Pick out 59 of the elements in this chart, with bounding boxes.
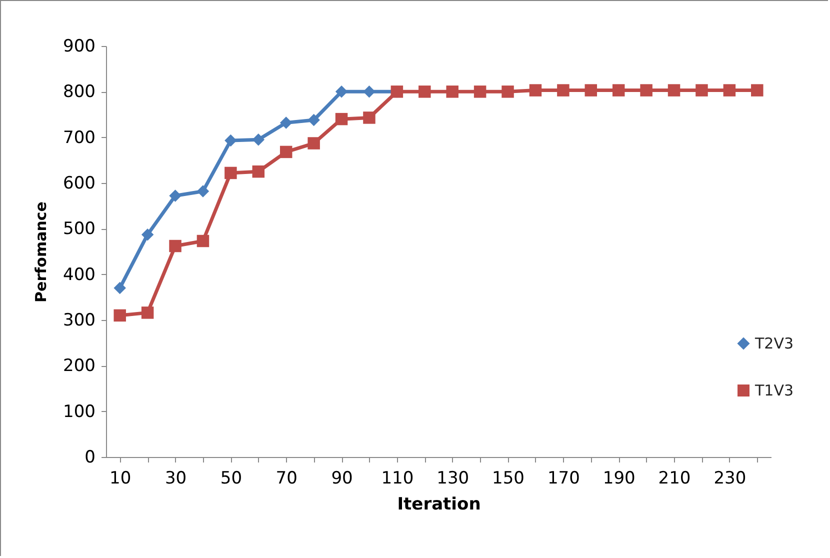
point: [529, 84, 542, 96]
point: [446, 86, 458, 98]
y-tick-label: 600: [63, 174, 96, 194]
point: [668, 84, 680, 96]
y-tick-label: 700: [63, 128, 96, 148]
x-tick-label: 130: [436, 468, 470, 488]
point: [252, 133, 265, 146]
point: [474, 86, 486, 98]
point: [335, 112, 348, 126]
point: [418, 86, 431, 98]
point: [224, 134, 237, 147]
point: [224, 166, 237, 180]
point: [196, 234, 210, 248]
y-tick-label: 500: [63, 219, 96, 240]
x-tick-label: 150: [492, 468, 524, 488]
x-tick-label: 210: [658, 468, 691, 488]
point: [280, 116, 292, 129]
point: [169, 240, 182, 252]
y-tick-label: 100: [63, 402, 96, 422]
legend-label: T1V3: [754, 382, 794, 400]
point: [723, 84, 736, 96]
point: [141, 228, 154, 241]
x-tick-label: 230: [714, 468, 746, 488]
point: [612, 84, 625, 96]
y-tick-label: 0: [84, 448, 96, 468]
x-axis-title: Iteration: [397, 494, 481, 514]
x-tick-label: 30: [164, 468, 187, 488]
point: [363, 86, 376, 98]
y-tick-label: 300: [63, 310, 96, 330]
point: [363, 112, 376, 124]
point: [640, 84, 652, 96]
point: [114, 309, 126, 322]
point: [557, 84, 570, 96]
x-tick-label: 170: [547, 468, 580, 488]
point: [308, 137, 320, 150]
point: [584, 84, 598, 96]
x-tick-label: 50: [220, 468, 242, 488]
y-tick-label: 200: [63, 356, 96, 376]
point: [751, 84, 764, 96]
y-tick-label: 900: [63, 36, 96, 56]
point: [502, 86, 514, 98]
point: [252, 165, 265, 178]
point: [196, 185, 210, 198]
y-axis-title: Perfomance: [32, 202, 50, 302]
point: [280, 146, 292, 158]
x-tick-label: 110: [381, 468, 414, 488]
point: [169, 190, 182, 202]
y-tick-label: 400: [63, 264, 96, 285]
point: [114, 282, 126, 294]
legend-label: T2V3: [754, 334, 794, 352]
y-tick-label: 800: [63, 82, 96, 102]
point: [335, 86, 348, 98]
x-tick-label: 90: [331, 468, 353, 488]
x-tick-label: 190: [602, 468, 636, 488]
point: [308, 114, 320, 126]
x-tick-label: 10: [110, 468, 132, 488]
x-tick-label: 70: [276, 468, 298, 488]
point: [696, 84, 708, 96]
point: [141, 306, 154, 319]
